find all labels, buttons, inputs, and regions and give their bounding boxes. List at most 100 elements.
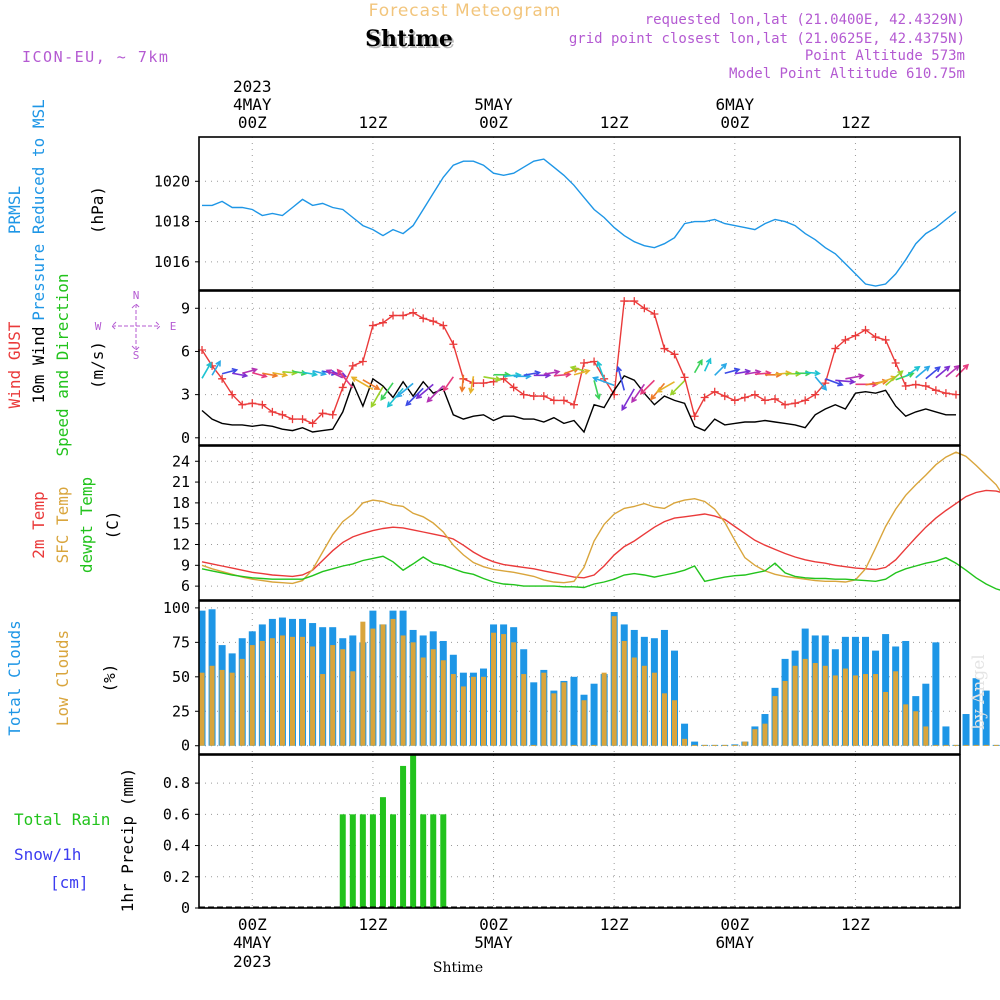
wind-arrow-head bbox=[251, 367, 259, 374]
precip-label-units: [cm] bbox=[50, 873, 89, 892]
wind-arrow-shaft bbox=[835, 379, 855, 383]
wind-arrow-shaft bbox=[443, 376, 454, 392]
wind-arrow-head bbox=[785, 370, 792, 377]
low-clouds-bar bbox=[400, 635, 406, 746]
gust-marker bbox=[740, 393, 749, 402]
bottom-time-tick: 00Z bbox=[720, 915, 749, 934]
bottom-time-tick: 12Z bbox=[841, 915, 870, 934]
wind-direction-arrow bbox=[242, 367, 259, 375]
wind-direction-arrow bbox=[370, 386, 384, 409]
total-rain-bar bbox=[349, 814, 356, 908]
total-rain-bar bbox=[420, 814, 427, 908]
wind-arrow-head bbox=[206, 361, 212, 368]
gust-marker bbox=[228, 390, 237, 399]
wind-arrow-shaft bbox=[503, 374, 521, 378]
low-clouds-bar bbox=[480, 676, 486, 746]
gust-marker bbox=[871, 333, 880, 342]
gust-marker bbox=[429, 317, 438, 326]
gust-marker bbox=[931, 386, 940, 395]
low-clouds-bar bbox=[410, 642, 416, 746]
requested-coords: requested lon,lat (21.0400E, 42.4329N) bbox=[645, 12, 965, 28]
panel-1-label: 10m Wind bbox=[29, 326, 48, 403]
precip-label-snow: Snow/1h bbox=[14, 845, 81, 864]
wind-direction-arrow bbox=[573, 368, 591, 376]
wind-direction-arrow bbox=[703, 357, 712, 372]
y-tick-label: 3 bbox=[181, 386, 190, 404]
panel-1: 0 3 6 9 Wind GUST 10m Wind Speed and Direction… bbox=[5, 273, 970, 457]
gust-marker bbox=[710, 387, 719, 396]
low-clouds-bar bbox=[571, 744, 577, 746]
low-clouds-bar bbox=[712, 744, 718, 746]
panels: 1016 1018 1020 PRMSL Pressure Reduced to MSL… bbox=[5, 99, 1000, 917]
panel-3-label: (%) bbox=[100, 664, 119, 693]
top-year-label: 2023 bbox=[233, 77, 272, 96]
wind-arrow-head bbox=[621, 404, 627, 412]
wind-direction-arrow bbox=[693, 358, 703, 374]
wind-direction-arrow bbox=[955, 363, 970, 378]
panel-1-label: (m/s) bbox=[88, 341, 107, 389]
top-time-tick: 00Z bbox=[479, 113, 508, 132]
gust-marker bbox=[791, 399, 800, 408]
dewpt-temp-line bbox=[201, 555, 1000, 591]
total-rain-bar bbox=[440, 814, 447, 908]
gust-marker bbox=[951, 390, 960, 399]
wind-arrow-shaft bbox=[714, 363, 727, 376]
wind-arrow-shaft bbox=[543, 370, 560, 376]
model-point-altitude: Model Point Altitude 610.75m bbox=[729, 66, 965, 82]
y-tick-label: 0.8 bbox=[163, 774, 190, 792]
wind-direction-arrow bbox=[845, 373, 865, 380]
low-clouds-bar bbox=[782, 680, 788, 746]
wind-direction-arrow bbox=[825, 378, 844, 387]
wind-arrow-shaft bbox=[563, 367, 579, 375]
gust-marker bbox=[670, 350, 679, 359]
wind-arrow-shaft bbox=[814, 376, 827, 391]
low-clouds-bar bbox=[350, 671, 356, 746]
gust-marker bbox=[700, 393, 709, 402]
gust-marker bbox=[760, 396, 769, 405]
total-rain-bar bbox=[339, 814, 346, 908]
wind-arrow-head bbox=[415, 393, 422, 400]
total-clouds-bar bbox=[530, 682, 538, 746]
low-clouds-bar bbox=[340, 649, 346, 746]
wind-arrow-shaft bbox=[693, 359, 703, 374]
y-tick-label: 6 bbox=[181, 342, 190, 360]
wind-gust-line bbox=[201, 300, 957, 425]
low-clouds-bar bbox=[601, 672, 607, 746]
panel-frame bbox=[198, 600, 961, 755]
y-tick-label: 0.6 bbox=[163, 805, 190, 823]
sfc-temp-line bbox=[201, 451, 1000, 585]
low-clouds-bar bbox=[209, 665, 215, 746]
wind-arrow-head bbox=[350, 376, 358, 383]
y-tick-label: 9 bbox=[181, 299, 190, 317]
gust-marker bbox=[399, 311, 408, 320]
low-clouds-bar bbox=[722, 744, 728, 746]
panel-frame bbox=[198, 445, 961, 601]
low-clouds-bar bbox=[219, 669, 225, 746]
low-clouds-bar bbox=[943, 744, 949, 746]
gust-marker bbox=[358, 357, 367, 366]
wind-direction-arrow bbox=[442, 376, 454, 392]
wind-arrow-head bbox=[215, 360, 221, 367]
top-time-tick: 00Z bbox=[238, 113, 267, 132]
precip-label-rain: Total Rain bbox=[14, 810, 110, 829]
low-clouds-bar bbox=[360, 621, 366, 746]
wind-arrow-head bbox=[325, 369, 333, 375]
y-tick-label: 0 bbox=[181, 429, 190, 447]
low-clouds-bar bbox=[199, 672, 205, 746]
low-clouds-bar bbox=[621, 640, 627, 746]
low-clouds-bar bbox=[541, 672, 547, 746]
gust-marker bbox=[308, 419, 317, 428]
low-clouds-bar bbox=[903, 704, 909, 746]
panel-1-label: Speed and Direction bbox=[53, 273, 72, 456]
wind-arrow-shaft bbox=[734, 370, 750, 375]
low-clouds-bar bbox=[913, 711, 919, 746]
wind-arrow-shaft bbox=[905, 366, 920, 377]
gust-marker bbox=[881, 335, 890, 344]
y-tick-label: 1018 bbox=[154, 213, 190, 231]
total-clouds-bar bbox=[922, 683, 930, 746]
gust-marker bbox=[328, 410, 337, 419]
wind-direction-arrow bbox=[380, 382, 394, 401]
low-clouds-bar bbox=[973, 744, 979, 746]
low-clouds-bar bbox=[812, 663, 818, 746]
